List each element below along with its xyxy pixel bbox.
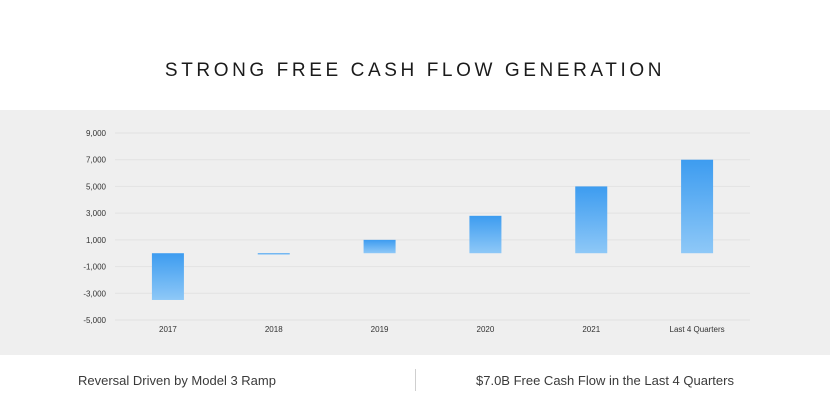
bar-2017 bbox=[151, 253, 184, 300]
x-tick-label: 2018 bbox=[265, 325, 283, 334]
footer: Reversal Driven by Model 3 Ramp $7.0B Fr… bbox=[0, 355, 830, 410]
x-axis: 2017 2018 2019 2020 2021 Last 4 Quarters bbox=[159, 325, 725, 334]
y-tick-label: -3,000 bbox=[83, 289, 106, 298]
bar-2021 bbox=[575, 186, 608, 254]
chart-panel: 9,000 7,000 5,000 3,000 1,000 -1,000 -3,000 -5,… bbox=[0, 110, 830, 355]
y-tick-label: 5,000 bbox=[86, 182, 107, 191]
bar-2018 bbox=[257, 253, 290, 255]
grid-layer bbox=[115, 132, 750, 321]
y-tick-label: -1,000 bbox=[83, 263, 106, 272]
footer-right-caption: $7.0B Free Cash Flow in the Last 4 Quart… bbox=[476, 373, 734, 388]
x-tick-label: Last 4 Quarters bbox=[670, 325, 725, 334]
y-tick-label: 3,000 bbox=[86, 209, 107, 218]
y-tick-label: 1,000 bbox=[86, 236, 107, 245]
footer-divider bbox=[415, 369, 416, 391]
slide-title: STRONG FREE CASH FLOW GENERATION bbox=[164, 60, 666, 81]
footer-left-caption: Reversal Driven by Model 3 Ramp bbox=[78, 373, 276, 388]
bar-2020 bbox=[469, 215, 502, 254]
bar-chart: 9,000 7,000 5,000 3,000 1,000 -1,000 -3,000 -5,… bbox=[83, 129, 750, 334]
y-tick-label: -5,000 bbox=[83, 316, 106, 325]
bar-last-4-quarters bbox=[681, 159, 714, 254]
x-tick-label: 2021 bbox=[582, 325, 600, 334]
x-tick-label: 2017 bbox=[159, 325, 177, 334]
bar-2019 bbox=[363, 239, 396, 254]
x-tick-label: 2019 bbox=[371, 325, 389, 334]
y-tick-label: 7,000 bbox=[86, 156, 107, 165]
y-axis: 9,000 7,000 5,000 3,000 1,000 -1,000 -3,000 -5,… bbox=[83, 129, 106, 325]
bars bbox=[151, 159, 714, 300]
y-tick-label: 9,000 bbox=[86, 129, 107, 138]
x-tick-label: 2020 bbox=[477, 325, 495, 334]
